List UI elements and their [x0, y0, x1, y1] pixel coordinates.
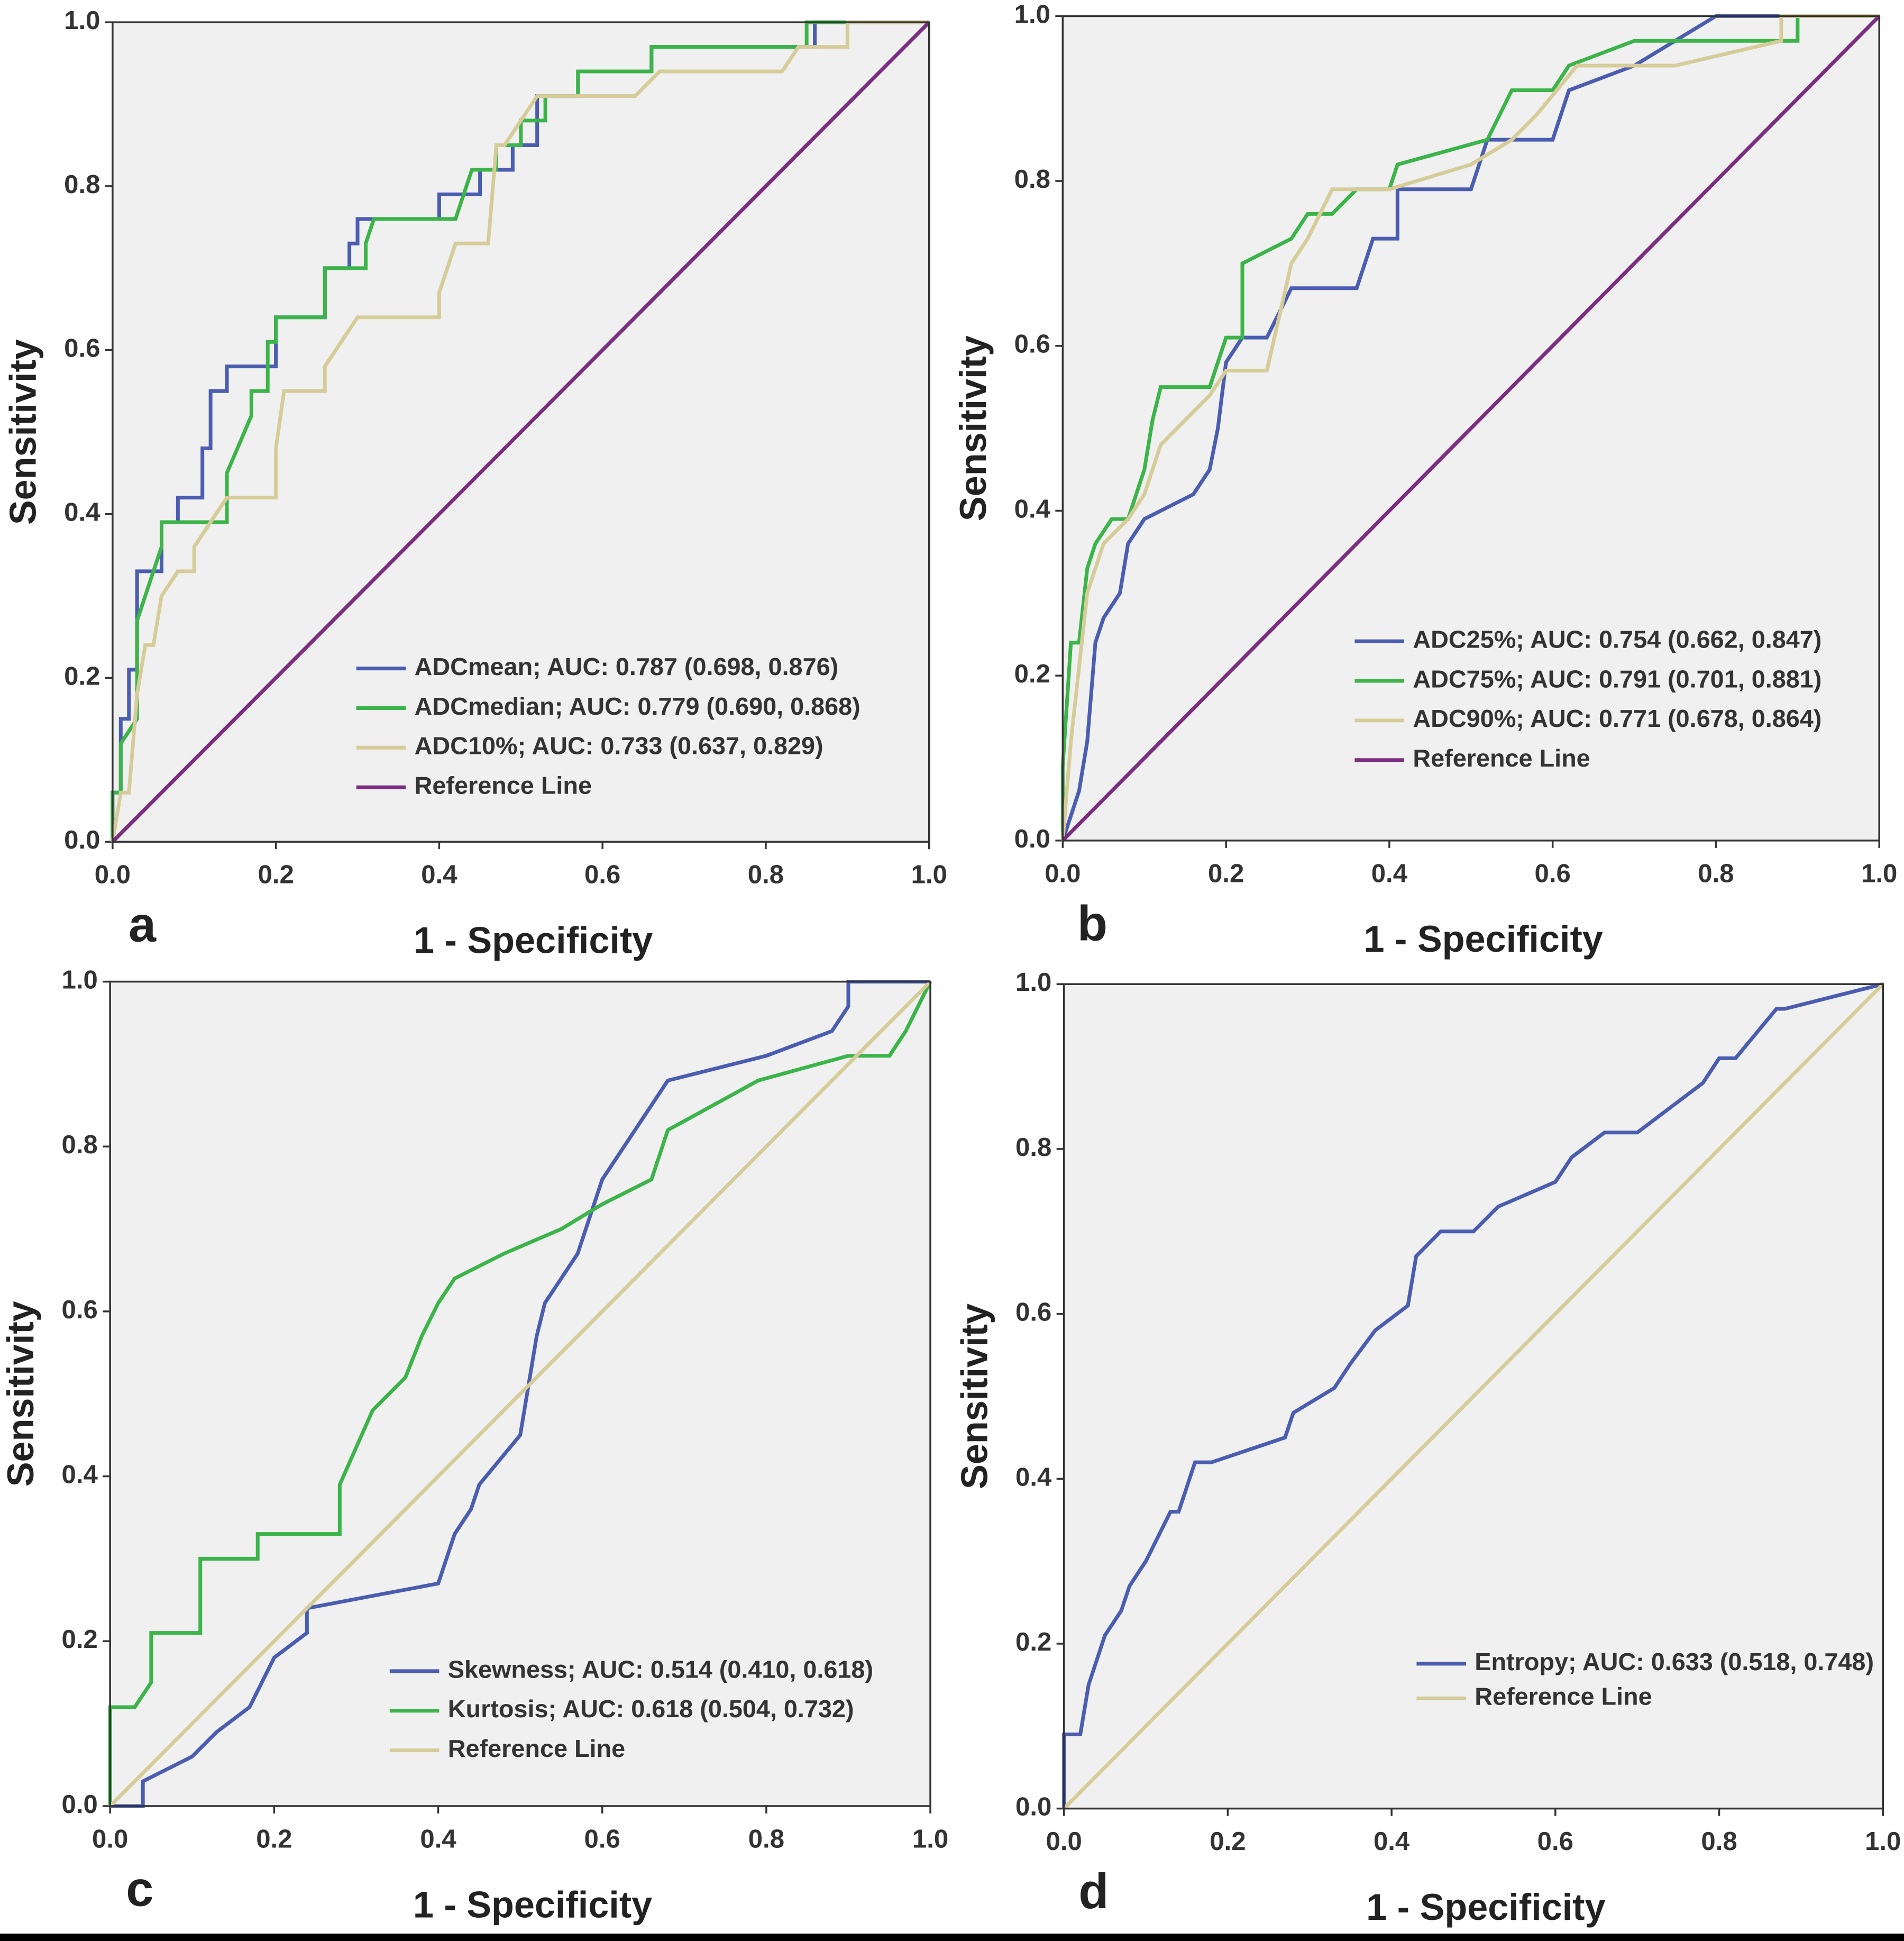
legend-label: ADC75%; AUC: 0.791 (0.701, 0.881)	[1413, 665, 1821, 692]
roc-curve	[1060, 14, 1880, 841]
x-tick-label: 0.6	[584, 1825, 620, 1853]
y-tick-label: 0.0	[64, 826, 100, 854]
x-axis-title: 1 - Specificity	[414, 919, 653, 961]
panel-label: c	[126, 1861, 153, 1916]
y-tick-label: 1.0	[1015, 968, 1051, 997]
roc-curve	[108, 980, 932, 1806]
y-tick-label: 0.8	[64, 170, 100, 199]
plot-frame	[1063, 983, 1884, 1810]
y-tick-label: 0.6	[1014, 330, 1050, 359]
y-tick-label: 0.8	[1014, 165, 1050, 194]
x-tick-label: 0.4	[420, 1825, 456, 1853]
y-tick-label: 0.4	[62, 1461, 98, 1489]
y-axis-title: Sensitivity	[953, 1304, 995, 1489]
y-tick-label: 0.2	[1014, 660, 1050, 688]
x-tick-label: 0.4	[1371, 859, 1408, 888]
x-axis-title: 1 - Specificity	[1364, 918, 1603, 960]
x-tick-label: 0.8	[748, 1825, 784, 1853]
x-axis-title: 1 - Specificity	[1366, 1886, 1605, 1928]
roc-curve	[1060, 14, 1880, 841]
x-tick-label: 0.2	[1208, 859, 1244, 888]
x-axis-title: 1 - Specificity	[413, 1883, 652, 1925]
bottom-border	[0, 1933, 1904, 1941]
y-axis-title: Sensitivity	[2, 339, 44, 525]
legend-label: ADC10%; AUC: 0.733 (0.637, 0.829)	[415, 732, 823, 760]
legend-label: ADC25%; AUC: 0.754 (0.662, 0.847)	[1413, 625, 1821, 653]
roc-curve	[111, 21, 931, 843]
x-tick-label: 0.4	[421, 861, 457, 889]
plot-frame	[1061, 15, 1880, 842]
y-tick-label: 0.6	[62, 1296, 98, 1324]
legend-label: ADC90%; AUC: 0.771 (0.678, 0.864)	[1413, 705, 1821, 732]
y-tick-label: 0.6	[1015, 1298, 1051, 1327]
y-tick-label: 0.4	[1015, 1463, 1052, 1491]
plot-frame	[112, 21, 930, 843]
x-tick-label: 0.0	[1045, 859, 1081, 888]
x-tick-label: 0.8	[748, 861, 784, 889]
x-tick-label: 1.0	[1865, 1827, 1901, 1856]
panel-label: b	[1077, 895, 1107, 951]
x-tick-label: 1.0	[1861, 859, 1897, 888]
y-tick-label: 0.2	[62, 1625, 98, 1654]
x-tick-label: 0.4	[1374, 1827, 1410, 1856]
panel-label: a	[129, 897, 157, 952]
y-tick-label: 0.8	[62, 1131, 98, 1159]
y-tick-label: 0.0	[1014, 825, 1050, 853]
legend-label: Reference Line	[415, 772, 592, 799]
x-tick-label: 0.6	[1537, 1827, 1573, 1856]
legend-label: Reference Line	[1413, 744, 1590, 772]
legend-label: Kurtosis; AUC: 0.618 (0.504, 0.732)	[448, 1695, 854, 1723]
legend-label: Entropy; AUC: 0.633 (0.518, 0.748)	[1475, 1648, 1874, 1675]
legend-label: Reference Line	[448, 1735, 625, 1762]
x-tick-label: 0.8	[1701, 1827, 1737, 1856]
y-axis-title: Sensitivity	[952, 335, 994, 521]
y-tick-label: 0.2	[1015, 1628, 1051, 1656]
legend-label: Skewness; AUC: 0.514 (0.410, 0.618)	[448, 1655, 873, 1683]
legend-label: ADCmedian; AUC: 0.779 (0.690, 0.868)	[415, 692, 861, 720]
y-tick-label: 1.0	[62, 966, 98, 995]
legend-label: ADCmean; AUC: 0.787 (0.698, 0.876)	[415, 653, 839, 680]
roc-curve	[1063, 982, 1884, 1810]
roc-curve	[111, 20, 929, 842]
x-tick-label: 0.8	[1698, 859, 1734, 888]
x-tick-label: 0.6	[584, 861, 620, 889]
panel-label: d	[1078, 1863, 1109, 1919]
roc-curve	[1062, 982, 1884, 1809]
x-tick-label: 0.6	[1535, 859, 1571, 888]
y-tick-label: 0.0	[62, 1790, 98, 1819]
x-tick-label: 0.0	[92, 1825, 128, 1853]
y-tick-label: 1.0	[64, 6, 100, 35]
x-tick-label: 0.2	[256, 1825, 292, 1853]
y-axis-title: Sensitivity	[0, 1301, 41, 1487]
roc-curve	[108, 980, 932, 1808]
y-tick-label: 1.0	[1014, 0, 1050, 29]
roc-curve	[110, 980, 931, 1808]
y-tick-label: 0.8	[1015, 1133, 1051, 1162]
x-tick-label: 0.0	[1046, 1827, 1082, 1856]
roc-curve	[1061, 14, 1881, 842]
y-tick-label: 0.6	[64, 334, 100, 363]
x-tick-label: 0.0	[95, 861, 131, 889]
plot-frame	[109, 980, 931, 1807]
x-tick-label: 0.2	[1210, 1827, 1246, 1856]
x-tick-label: 1.0	[911, 861, 947, 889]
x-tick-label: 1.0	[912, 1825, 948, 1853]
roc-curve	[111, 20, 929, 842]
y-tick-label: 0.2	[64, 662, 100, 690]
y-tick-label: 0.4	[64, 498, 100, 527]
y-tick-label: 0.0	[1015, 1793, 1051, 1821]
x-tick-label: 0.2	[258, 861, 294, 889]
y-tick-label: 0.4	[1014, 495, 1051, 523]
legend-label: Reference Line	[1475, 1683, 1652, 1710]
